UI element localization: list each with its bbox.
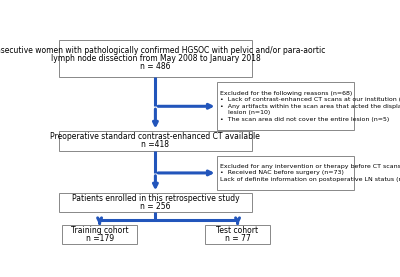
Bar [218, 82, 354, 130]
Text: Excluded for any intervention or therapy before CT scans: Excluded for any intervention or therapy… [220, 164, 400, 169]
Text: Preoperative standard contrast-enhanced CT available: Preoperative standard contrast-enhanced … [50, 132, 260, 142]
Bar [62, 225, 137, 244]
Text: n =179: n =179 [86, 234, 114, 243]
Text: •  Lack of contrast-enhanced CT scans at our institution (n=53): • Lack of contrast-enhanced CT scans at … [220, 97, 400, 102]
Bar [59, 131, 252, 151]
Text: •  The scan area did not cover the entire lesion (n=5): • The scan area did not cover the entire… [220, 117, 390, 122]
Text: Test cohort: Test cohort [216, 226, 259, 235]
Bar [218, 156, 354, 190]
Text: Training cohort: Training cohort [71, 226, 128, 235]
Text: Lack of definite information on postoperative LN status (n=89): Lack of definite information on postoper… [220, 177, 400, 182]
Text: n = 77: n = 77 [225, 234, 250, 243]
Bar [59, 40, 252, 77]
Text: n = 486: n = 486 [140, 62, 171, 71]
Text: •  Received NAC before surgery (n=73): • Received NAC before surgery (n=73) [220, 170, 344, 175]
Bar [205, 225, 270, 244]
Text: n = 256: n = 256 [140, 202, 171, 211]
Text: lymph node dissection from May 2008 to January 2018: lymph node dissection from May 2008 to J… [50, 54, 260, 63]
Text: Excluded for the following reasons (n=68): Excluded for the following reasons (n=68… [220, 91, 353, 96]
Text: Patients enrolled in this retrospective study: Patients enrolled in this retrospective … [72, 194, 239, 203]
Text: •  Any artifacts within the scan area that acted the display of: • Any artifacts within the scan area tha… [220, 104, 400, 109]
Text: n =418: n =418 [141, 140, 169, 149]
Text: Consecutive women with pathologically confirmed HGSOC with pelvic and/or para-ao: Consecutive women with pathologically co… [0, 46, 325, 55]
Text: lesion (n=10): lesion (n=10) [220, 110, 271, 115]
Bar [59, 193, 252, 212]
